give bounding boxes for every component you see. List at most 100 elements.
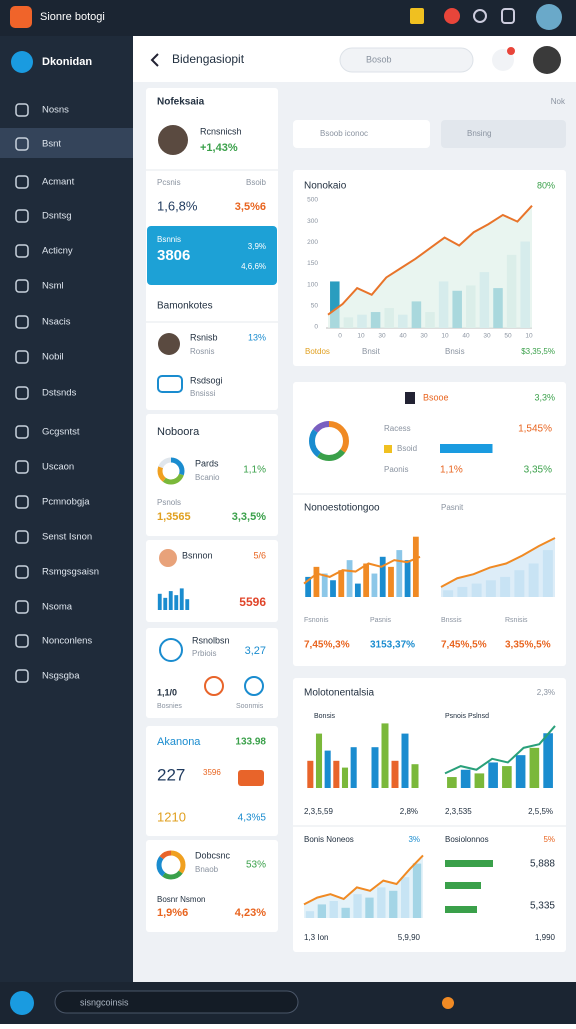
label: 5%	[543, 835, 555, 844]
chart-bar	[324, 750, 331, 788]
notification-icon[interactable]	[444, 8, 460, 24]
filter-box[interactable]	[293, 120, 430, 148]
chart-bar	[350, 747, 357, 788]
menu-item[interactable]: Acticny	[42, 246, 73, 257]
sidebar-title: Dkonidan	[42, 56, 92, 68]
bottom-search[interactable]	[54, 990, 299, 1014]
axis-label: 40	[399, 333, 407, 340]
chart-bar	[346, 560, 353, 597]
label: Molotonentalsia	[304, 688, 374, 699]
chart-bar	[174, 595, 179, 610]
label: Bnsit	[362, 347, 381, 356]
menu-item[interactable]: Dsntsg	[42, 211, 72, 222]
menu-item[interactable]: Nsml	[42, 281, 64, 292]
menu-item[interactable]: Nsoma	[42, 602, 73, 613]
menu-icon	[15, 386, 29, 400]
menu-item[interactable]: Senst Isnon	[42, 532, 92, 543]
header-search[interactable]	[339, 47, 474, 73]
menu-item[interactable]: Gcgsntst	[42, 427, 80, 438]
progress-bar	[445, 860, 493, 867]
avatar[interactable]	[536, 4, 562, 30]
chart-line	[303, 854, 424, 906]
label: 1,1%	[440, 465, 463, 476]
bottom-logo[interactable]	[10, 991, 34, 1015]
menu-item[interactable]: Pcmnobgja	[42, 497, 90, 508]
axis-label: 50	[311, 303, 319, 310]
axis-label: 300	[307, 218, 318, 225]
axis-label: 10	[357, 333, 365, 340]
menu-icon	[15, 669, 29, 683]
card	[146, 628, 278, 718]
chart-bar	[381, 723, 389, 788]
chart-bar	[379, 556, 386, 597]
menu-icon	[15, 244, 29, 258]
label: Soonmis	[236, 703, 264, 710]
menu-item[interactable]: Dstsnds	[42, 388, 77, 399]
icon[interactable]	[501, 8, 515, 24]
label: 1,6,8%	[157, 198, 198, 213]
label: Pcsnis	[157, 178, 181, 187]
label: Psnois Pslnsd	[445, 713, 489, 720]
badge	[507, 47, 515, 55]
label: Bosnr Nsmon	[157, 895, 205, 904]
axis-label: 200	[307, 239, 318, 246]
menu-item[interactable]: Uscaon	[42, 462, 74, 473]
chart-bar	[313, 566, 320, 597]
label: 5,335	[530, 901, 555, 912]
label: Bsnnon	[182, 550, 213, 560]
label: Nofeksaia	[157, 97, 205, 108]
highlight-card[interactable]	[147, 226, 277, 285]
chart-bar	[396, 550, 403, 597]
app-title: Sionre botogi	[40, 11, 105, 23]
label: Paonis	[384, 465, 408, 474]
chart-bar	[315, 733, 323, 788]
menu-item[interactable]: Acmant	[42, 177, 75, 188]
menu-item[interactable]: Nsgsgba	[42, 671, 80, 682]
progress-bar	[440, 444, 493, 453]
menu-item[interactable]: Bsnt	[42, 139, 61, 150]
chart-bar	[412, 536, 419, 597]
label: 3806	[157, 247, 190, 264]
label: Dobcsnc	[195, 850, 231, 860]
label: Nonokaio	[304, 181, 347, 192]
icon	[238, 770, 264, 786]
chart-bar	[388, 566, 394, 597]
back-arrow[interactable]	[150, 53, 159, 67]
menu-item[interactable]: Nsacis	[42, 317, 71, 328]
menu-item[interactable]: Nonconlens	[42, 636, 92, 647]
menu-icon	[15, 315, 29, 329]
bell[interactable]	[492, 49, 514, 71]
chart-bar	[488, 762, 498, 788]
menu-item[interactable]: Nosns	[42, 105, 69, 116]
menu-icon	[15, 460, 29, 474]
axis-label: 30	[378, 333, 386, 340]
label: Rsnisb	[190, 332, 218, 342]
menu-item[interactable]: Nobil	[42, 352, 64, 363]
chart-bar	[163, 597, 168, 610]
label: Botdos	[305, 347, 330, 356]
chart-line	[440, 537, 556, 588]
label: 2,3,535	[445, 807, 472, 816]
icon[interactable]	[442, 997, 454, 1009]
sidebar-logo	[11, 51, 33, 73]
menu-item[interactable]: Rsmgsgsaisn	[42, 567, 99, 578]
card	[146, 414, 278, 536]
label: Noboora	[157, 426, 200, 438]
label: 5596	[239, 595, 266, 609]
label: 1,9%6	[157, 907, 188, 919]
donut-segment	[156, 850, 186, 880]
chart-bar	[333, 760, 340, 788]
label: 5/6	[253, 550, 266, 560]
label: 80%	[537, 180, 555, 190]
label: Bsoid	[397, 444, 417, 453]
menu-icon	[15, 350, 29, 364]
chart-bar	[502, 766, 512, 788]
icon[interactable]	[410, 8, 424, 24]
avatar[interactable]	[533, 46, 561, 74]
chart-bar	[330, 281, 340, 328]
search-box[interactable]	[441, 120, 566, 148]
top-bar	[0, 0, 576, 36]
icon[interactable]	[473, 9, 487, 23]
chart-area	[304, 855, 423, 918]
